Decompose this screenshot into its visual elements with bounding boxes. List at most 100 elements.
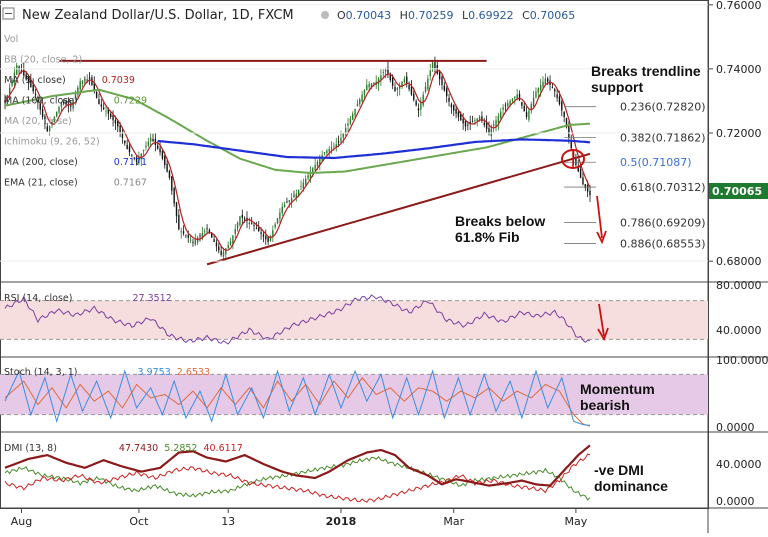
candle-body <box>81 80 84 84</box>
candle-body <box>319 158 321 165</box>
candle-body <box>441 76 443 85</box>
candle-body <box>201 233 204 239</box>
candle-body <box>389 73 392 81</box>
indicator-legend: Vol BB (20, close, 2) MA (5, close) 0.7039… <box>4 34 147 189</box>
candle-body <box>88 77 91 79</box>
candle-body <box>192 241 194 243</box>
stoch-k-line <box>4 369 591 426</box>
annotation-trendline-line1: Breaks trendline <box>591 63 701 79</box>
indicator-name: MA (200, close) <box>4 157 78 168</box>
candle-body <box>460 113 462 121</box>
candle-body <box>98 99 100 105</box>
candle-body <box>330 147 333 149</box>
candle-body <box>337 141 340 143</box>
candle-body <box>514 96 516 99</box>
candle-body <box>128 146 131 153</box>
chart-title: New Zealand Dollar/U.S. Dollar, 1D, FXCM <box>22 8 294 23</box>
indicator-name: MA (20, close) <box>4 116 72 127</box>
candle-body <box>126 144 128 150</box>
candle-body <box>384 68 387 72</box>
price-tick-label: 0.76000 <box>716 0 762 12</box>
candle-body <box>450 104 453 108</box>
candle-body <box>241 215 243 218</box>
settings-dot-icon[interactable] <box>321 11 329 19</box>
candle-body <box>363 89 366 96</box>
annotation-fib-line2: 61.8% Fib <box>455 229 520 245</box>
indicator-value: 0.7171 <box>114 157 147 168</box>
candle-body <box>79 81 81 90</box>
candle-body <box>462 118 464 124</box>
ma5-line <box>4 70 591 251</box>
candle-body <box>147 141 150 146</box>
fib-level-label: 0.382(0.71862) <box>620 131 706 144</box>
candle-body <box>11 80 13 86</box>
candle-body <box>504 104 507 106</box>
candle-body <box>93 83 95 92</box>
candle-body <box>32 84 34 92</box>
candle-body <box>448 97 450 102</box>
candle-body <box>41 108 44 117</box>
candle-body <box>563 111 565 117</box>
fib-level-label: 0.618(0.70312) <box>620 181 706 194</box>
indicator-name: MA (100, close) <box>4 96 78 107</box>
candle-body <box>300 186 302 188</box>
stoch-legend-part: 2.6533 <box>177 367 210 378</box>
candle-body <box>373 82 375 84</box>
candle-body <box>16 65 18 75</box>
candle-body <box>110 113 112 117</box>
candle-body <box>443 85 446 91</box>
candle-body <box>171 176 173 191</box>
candle-body <box>295 193 298 199</box>
candle-body <box>570 140 572 149</box>
candle-body <box>347 123 349 126</box>
ohlc-high-key: H <box>400 9 408 22</box>
ohlc-high-value: 0.70259 <box>408 9 454 22</box>
candle-body <box>168 171 171 178</box>
candle-body <box>302 182 305 189</box>
indicator-legend-item: BB (20, close, 2) <box>4 55 82 66</box>
candle-body <box>121 132 124 138</box>
candle-body <box>253 225 255 227</box>
candle-body <box>161 150 164 159</box>
candle-body <box>455 109 457 114</box>
candle-body <box>157 145 159 149</box>
stoch-legend: Stoch (14, 3, 1) 3.9753 2.6533 <box>4 367 210 378</box>
candle-body <box>561 101 563 111</box>
candle-body <box>415 101 417 106</box>
candle-body <box>220 251 222 255</box>
candle-body <box>255 228 258 230</box>
annotation-fib-break: Breaks below 61.8% Fib <box>455 213 549 245</box>
candle-body <box>175 202 178 217</box>
candle-body <box>568 126 570 138</box>
dmi-legend: DMI (13, 8) 47.7430 5.2852 40.6117 <box>4 443 243 454</box>
candle-body <box>528 110 530 120</box>
candle-body <box>532 97 535 107</box>
rsi-line <box>4 294 591 345</box>
candle-body <box>152 138 154 142</box>
candle-body <box>164 155 166 166</box>
candle-body <box>58 107 60 113</box>
annotation-dmi: -ve DMI dominance <box>594 462 668 494</box>
candle-body <box>584 184 587 188</box>
indicator-legend-item: MA (5, close) 0.7039 <box>4 75 135 86</box>
candle-body <box>267 236 269 242</box>
candle-body <box>55 111 58 117</box>
candle-body <box>114 120 117 124</box>
candles-group <box>4 56 591 262</box>
candle-body <box>51 121 53 124</box>
indicator-name: EMA (21, close) <box>4 178 78 189</box>
fib-levels-group: 0.236(0.72820) 0.382(0.71862) 0.5(0.71087)… <box>564 101 706 250</box>
annotation-momentum-line2: bearish <box>580 397 630 413</box>
candle-body <box>189 239 192 241</box>
candle-body <box>586 185 589 192</box>
last-price-label: 0.70065 <box>712 185 762 198</box>
annotation-fib-line1: Breaks below <box>455 213 545 229</box>
candle-body <box>391 77 394 86</box>
indicator-value: 0.7039 <box>102 75 135 86</box>
candle-body <box>436 65 438 74</box>
candle-body <box>316 161 319 166</box>
candle-body <box>218 246 220 251</box>
candle-body <box>554 89 556 92</box>
down-arrow-rsi <box>598 303 605 337</box>
candle-body <box>558 96 561 105</box>
